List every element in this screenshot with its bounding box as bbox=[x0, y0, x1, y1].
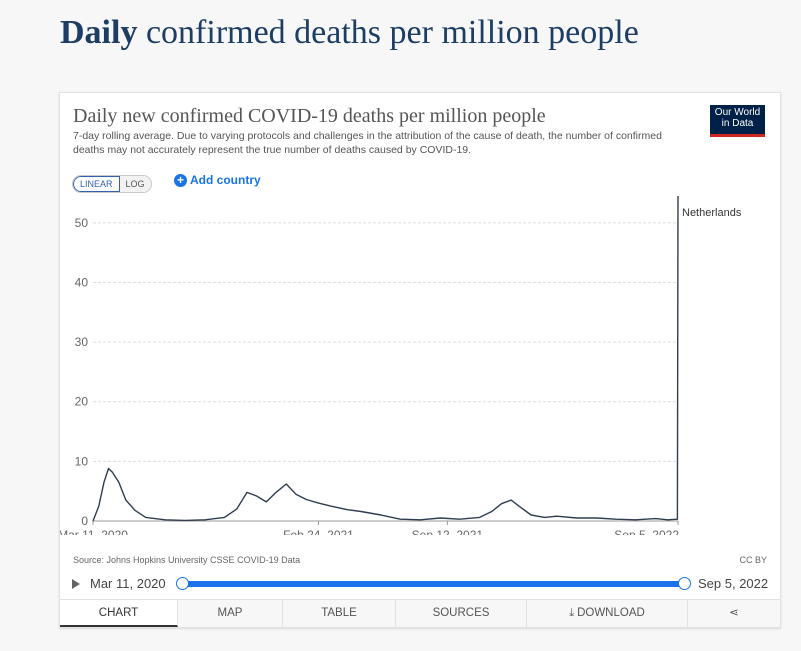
tab-sources[interactable]: SOURCES bbox=[396, 600, 527, 627]
tab-map[interactable]: MAP bbox=[178, 600, 283, 627]
chart-card: Daily new confirmed COVID-19 deaths per … bbox=[59, 92, 781, 628]
tab-map-label: MAP bbox=[217, 607, 243, 619]
timeline-start-handle[interactable] bbox=[176, 577, 189, 590]
y-tick-label: 0 bbox=[81, 514, 88, 528]
chart-title: Daily new confirmed COVID-19 deaths per … bbox=[73, 105, 546, 127]
timeline-end-handle[interactable] bbox=[678, 577, 691, 590]
series-label: Netherlands bbox=[682, 207, 742, 219]
y-tick-label: 50 bbox=[75, 216, 89, 230]
tab-download[interactable]: ⤓ DOWNLOAD bbox=[527, 600, 688, 627]
plus-icon: + bbox=[174, 173, 187, 187]
timeline-track[interactable] bbox=[181, 581, 686, 587]
y-tick-label: 20 bbox=[75, 395, 89, 409]
share-icon: ⋖ bbox=[729, 607, 739, 619]
chart-subtitle: 7-day rolling average. Due to varying pr… bbox=[73, 130, 662, 156]
page-heading: Daily confirmed deaths per million peopl… bbox=[60, 14, 639, 52]
tab-download-label: DOWNLOAD bbox=[577, 607, 645, 619]
source-note[interactable]: Source: Johns Hopkins University CSSE CO… bbox=[73, 555, 301, 565]
y-tick-label: 40 bbox=[75, 275, 89, 289]
owid-logo[interactable]: Our World in Data bbox=[710, 105, 765, 137]
tab-share[interactable]: ⋖ bbox=[688, 600, 780, 627]
tab-chart[interactable]: CHART bbox=[60, 600, 178, 627]
logo-line2: in Data bbox=[721, 118, 754, 129]
tab-table[interactable]: TABLE bbox=[283, 600, 396, 627]
logo-line1: Our World bbox=[714, 107, 761, 118]
tab-table-label: TABLE bbox=[321, 607, 357, 619]
download-icon: ⤓ bbox=[569, 607, 575, 619]
page-heading-bold: Daily bbox=[60, 14, 138, 51]
tab-bar: CHART MAP TABLE SOURCES ⤓ DOWNLOAD ⋖ bbox=[60, 599, 780, 627]
scale-linear-button[interactable]: LINEAR bbox=[73, 176, 120, 192]
y-tick-label: 10 bbox=[75, 454, 89, 468]
tab-chart-label: CHART bbox=[98, 607, 139, 619]
timeline-start-label: Mar 11, 2020 bbox=[90, 576, 166, 591]
page-heading-rest: confirmed deaths per million people bbox=[137, 14, 639, 51]
timeline: Mar 11, 2020 Sep 5, 2022 bbox=[72, 575, 772, 595]
tab-sources-label: SOURCES bbox=[432, 607, 490, 619]
x-tick-label: Sep 5, 2022 bbox=[614, 528, 679, 535]
add-country-button[interactable]: + Add country bbox=[174, 173, 261, 187]
x-tick-label: Mar 11, 2020 bbox=[60, 528, 128, 535]
add-country-label: Add country bbox=[190, 173, 261, 187]
timeline-end-label: Sep 5, 2022 bbox=[698, 576, 769, 591]
license-link[interactable]: CC BY bbox=[739, 555, 767, 565]
scale-toggle: LINEAR LOG bbox=[72, 175, 152, 193]
line-chart: 0 10 20 30 40 50 Mar 11, 2020 Feb 24, 2021 Sep 1… bbox=[60, 195, 742, 535]
series-line-netherlands bbox=[92, 195, 679, 522]
play-icon[interactable] bbox=[72, 579, 80, 589]
scale-log-button[interactable]: LOG bbox=[119, 176, 151, 192]
x-tick-label: Feb 24, 2021 bbox=[283, 528, 354, 535]
y-tick-label: 30 bbox=[75, 335, 89, 349]
x-tick-label: Sep 12, 2021 bbox=[412, 528, 484, 535]
